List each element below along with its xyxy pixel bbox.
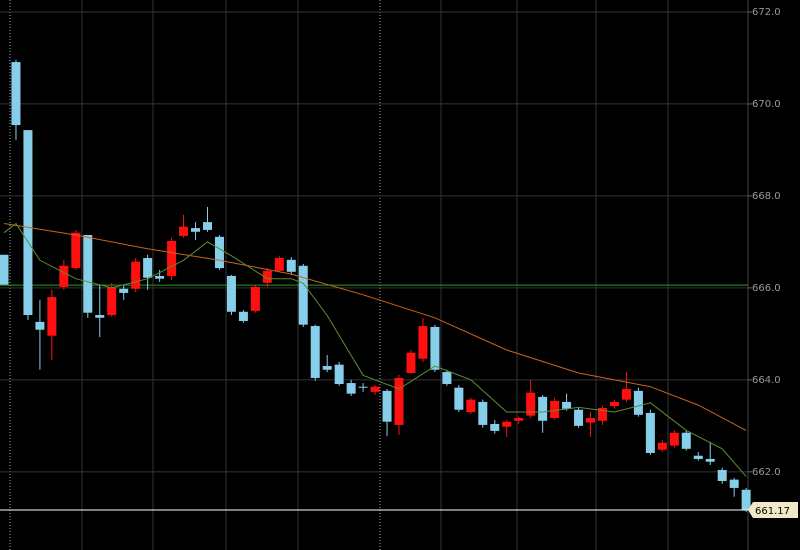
candle-body xyxy=(550,401,560,419)
candle-body xyxy=(454,387,464,410)
candle-body xyxy=(382,390,392,422)
candle-body xyxy=(717,469,727,482)
candle-body xyxy=(657,442,667,450)
y-tick-label: 662.0 xyxy=(752,467,781,478)
candle-body xyxy=(334,364,344,384)
y-tick-label: 670.0 xyxy=(752,99,781,110)
candle-body xyxy=(322,366,332,370)
candle-body xyxy=(71,232,81,269)
candle-body xyxy=(526,392,536,416)
candle-body xyxy=(358,386,368,388)
candle-body xyxy=(35,321,45,330)
moving-average-line xyxy=(3,222,747,477)
candle-body xyxy=(394,378,404,425)
candle-body xyxy=(669,432,679,446)
candle-body xyxy=(538,396,548,421)
candle-body xyxy=(729,479,739,488)
candle-body xyxy=(155,275,165,279)
candle-body xyxy=(214,236,224,269)
candle-body xyxy=(346,383,356,394)
candle-body xyxy=(562,401,572,409)
candle-body xyxy=(23,130,33,316)
candle-body xyxy=(645,412,655,453)
candle-body xyxy=(83,234,93,313)
y-tick-label: 668.0 xyxy=(752,191,781,202)
candle-body xyxy=(274,257,284,271)
candle-body xyxy=(693,455,703,459)
candle-body xyxy=(681,432,691,449)
time-grid xyxy=(81,0,669,550)
candle-body xyxy=(11,62,21,126)
candle-body xyxy=(741,489,751,510)
candle-body xyxy=(95,315,105,318)
y-tick-label: 666.0 xyxy=(752,283,781,294)
candle-body xyxy=(406,352,416,373)
candle-body xyxy=(442,372,452,384)
candle-body xyxy=(119,288,129,293)
candle-body xyxy=(621,389,631,400)
candle-body xyxy=(143,257,153,278)
last-price-tag xyxy=(748,501,798,518)
candle-body xyxy=(490,423,500,431)
candle-body xyxy=(167,240,177,276)
candle-body xyxy=(131,261,141,289)
candle-body xyxy=(430,326,440,370)
candle-body xyxy=(59,265,69,287)
candle-body xyxy=(179,226,189,236)
candle-body xyxy=(298,265,308,325)
candle-body xyxy=(286,259,296,272)
candle-body xyxy=(262,270,272,283)
candle-body xyxy=(47,297,57,336)
candle-body xyxy=(514,418,524,421)
candle-body xyxy=(226,275,236,312)
candle-body xyxy=(238,311,248,321)
y-tick-label: 664.0 xyxy=(752,375,781,386)
candle-body xyxy=(705,458,715,462)
candle-body xyxy=(191,228,201,232)
y-tick-label: 672.0 xyxy=(752,7,781,18)
candle-body xyxy=(586,418,596,423)
candle-body xyxy=(418,326,428,359)
candle-body xyxy=(633,390,643,415)
candle-body xyxy=(609,401,619,407)
candle-body xyxy=(502,421,512,427)
candle-body xyxy=(370,386,380,392)
moving-average-line xyxy=(3,223,747,431)
last-price-label: 661.17 xyxy=(755,506,790,517)
candle-body xyxy=(310,326,320,379)
candle-body xyxy=(598,407,607,421)
candle-body xyxy=(202,222,212,230)
candle-body xyxy=(574,409,584,426)
candle-body xyxy=(0,254,9,285)
candle-body xyxy=(250,286,260,311)
candle-body xyxy=(478,401,488,425)
candle-body xyxy=(107,286,117,316)
candle-body xyxy=(466,399,476,413)
